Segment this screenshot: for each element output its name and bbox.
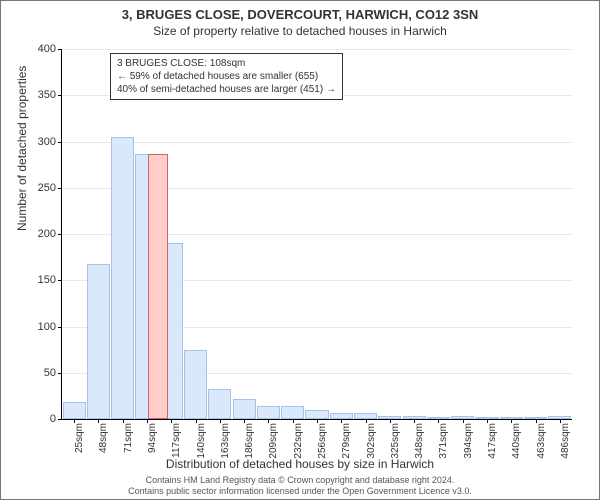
ytick-mark	[58, 49, 62, 50]
info-line-2: ← 59% of detached houses are smaller (65…	[117, 70, 336, 83]
xtick-label: 440sqm	[511, 423, 522, 459]
footer: Contains HM Land Registry data © Crown c…	[1, 475, 599, 497]
plot-area: 05010015020025030035040025sqm48sqm71sqm9…	[61, 49, 572, 420]
footer-line-1: Contains HM Land Registry data © Crown c…	[1, 475, 599, 486]
gridline	[62, 142, 572, 143]
plot-wrapper: 05010015020025030035040025sqm48sqm71sqm9…	[61, 49, 571, 419]
ytick-mark	[58, 373, 62, 374]
ytick-label: 0	[50, 413, 56, 425]
ytick-mark	[58, 142, 62, 143]
xtick-label: 486sqm	[560, 423, 571, 459]
ytick-mark	[58, 280, 62, 281]
xtick-label: 25sqm	[74, 423, 85, 453]
bar	[281, 406, 304, 419]
xtick-label: 279sqm	[341, 423, 352, 459]
xtick-label: 348sqm	[414, 423, 425, 459]
ytick-mark	[58, 419, 62, 420]
bar	[233, 399, 256, 419]
xtick-label: 394sqm	[463, 423, 474, 459]
gridline	[62, 49, 572, 50]
ytick-label: 100	[38, 321, 56, 333]
xtick-label: 48sqm	[98, 423, 109, 453]
ytick-label: 50	[44, 367, 56, 379]
bar	[524, 417, 547, 419]
bar	[475, 417, 498, 419]
info-box: 3 BRUGES CLOSE: 108sqm ← 59% of detached…	[110, 53, 343, 100]
ytick-mark	[58, 188, 62, 189]
xtick-label: 302sqm	[366, 423, 377, 459]
chart-title: 3, BRUGES CLOSE, DOVERCOURT, HARWICH, CO…	[1, 7, 599, 22]
ytick-mark	[58, 327, 62, 328]
info-line-3: 40% of semi-detached houses are larger (…	[117, 83, 336, 96]
xtick-label: 417sqm	[487, 423, 498, 459]
bar	[427, 417, 450, 419]
ytick-label: 300	[38, 136, 56, 148]
bar	[330, 413, 353, 419]
bar	[184, 350, 207, 419]
ytick-label: 200	[38, 228, 56, 240]
footer-line-2: Contains public sector information licen…	[1, 486, 599, 497]
xtick-label: 94sqm	[147, 423, 158, 453]
xtick-label: 117sqm	[171, 423, 182, 458]
bar	[500, 417, 523, 419]
bar	[87, 264, 110, 419]
bar	[354, 413, 377, 419]
y-axis-title: Number of detached properties	[15, 66, 29, 231]
bar	[451, 416, 474, 419]
xtick-label: 256sqm	[317, 423, 328, 459]
ytick-label: 150	[38, 274, 56, 286]
xtick-label: 463sqm	[536, 423, 547, 459]
bar	[111, 137, 134, 419]
xtick-label: 325sqm	[390, 423, 401, 459]
bar	[548, 416, 571, 419]
chart-container: 3, BRUGES CLOSE, DOVERCOURT, HARWICH, CO…	[0, 0, 600, 500]
xtick-label: 140sqm	[196, 423, 207, 459]
x-axis-title: Distribution of detached houses by size …	[1, 457, 599, 471]
ytick-mark	[58, 234, 62, 235]
bar	[208, 389, 231, 419]
chart-subtitle: Size of property relative to detached ho…	[1, 24, 599, 38]
xtick-label: 163sqm	[220, 423, 231, 459]
xtick-label: 71sqm	[123, 423, 134, 453]
info-line-1: 3 BRUGES CLOSE: 108sqm	[117, 57, 336, 70]
ytick-mark	[58, 95, 62, 96]
highlight-bar	[148, 154, 168, 419]
bar	[403, 416, 426, 419]
bar	[305, 410, 328, 419]
ytick-label: 400	[38, 43, 56, 55]
ytick-label: 250	[38, 182, 56, 194]
bar	[257, 406, 280, 419]
xtick-label: 371sqm	[438, 423, 449, 459]
bar	[63, 402, 86, 419]
bar	[378, 416, 401, 419]
xtick-label: 209sqm	[268, 423, 279, 459]
xtick-label: 186sqm	[244, 423, 255, 459]
xtick-label: 232sqm	[293, 423, 304, 459]
ytick-label: 350	[38, 89, 56, 101]
